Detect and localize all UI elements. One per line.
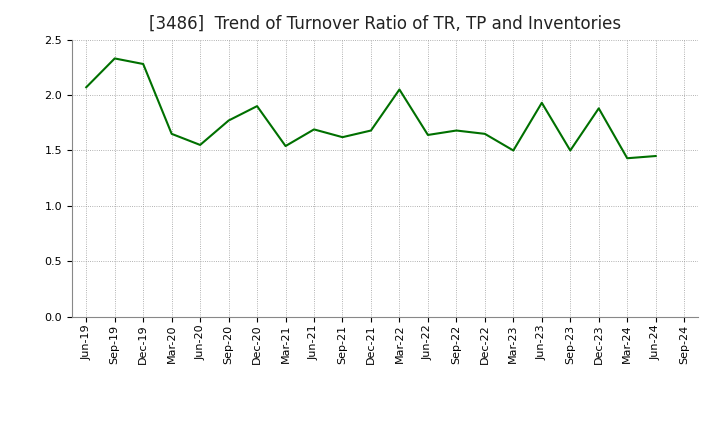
Inventories (366, 128, 375, 133)
Inventories (196, 142, 204, 147)
Title: [3486]  Trend of Turnover Ratio of TR, TP and Inventories: [3486] Trend of Turnover Ratio of TR, TP… (149, 15, 621, 33)
Inventories (253, 103, 261, 109)
Inventories (537, 100, 546, 106)
Inventories (310, 127, 318, 132)
Inventories (595, 106, 603, 111)
Line: Inventories: Inventories (86, 59, 656, 158)
Inventories (423, 132, 432, 138)
Inventories (509, 148, 518, 153)
Inventories (282, 143, 290, 149)
Inventories (566, 148, 575, 153)
Inventories (338, 135, 347, 140)
Inventories (167, 131, 176, 136)
Inventories (225, 118, 233, 123)
Inventories (452, 128, 461, 133)
Inventories (480, 131, 489, 136)
Inventories (395, 87, 404, 92)
Inventories (110, 56, 119, 61)
Inventories (652, 154, 660, 159)
Inventories (82, 84, 91, 90)
Inventories (623, 156, 631, 161)
Inventories (139, 61, 148, 66)
